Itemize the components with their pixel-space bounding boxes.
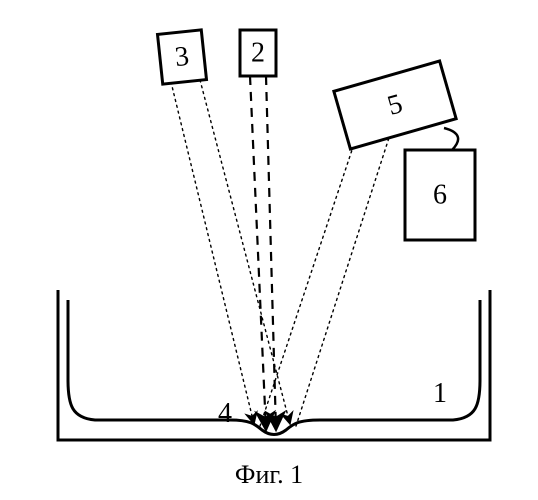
box-6-label: 6 <box>433 180 447 211</box>
wire-5-6 <box>444 128 458 150</box>
vessel-label: 1 <box>433 378 447 409</box>
box-6: 6 <box>405 150 475 240</box>
box-5: 5 <box>334 61 456 149</box>
box-3: 3 <box>158 30 207 84</box>
box-2: 2 <box>240 30 276 76</box>
spot-label: 4 <box>218 398 232 429</box>
box-2-label: 2 <box>251 38 265 69</box>
figure-caption: Фиг. 1 <box>0 460 538 490</box>
dashed-beams <box>250 76 276 430</box>
